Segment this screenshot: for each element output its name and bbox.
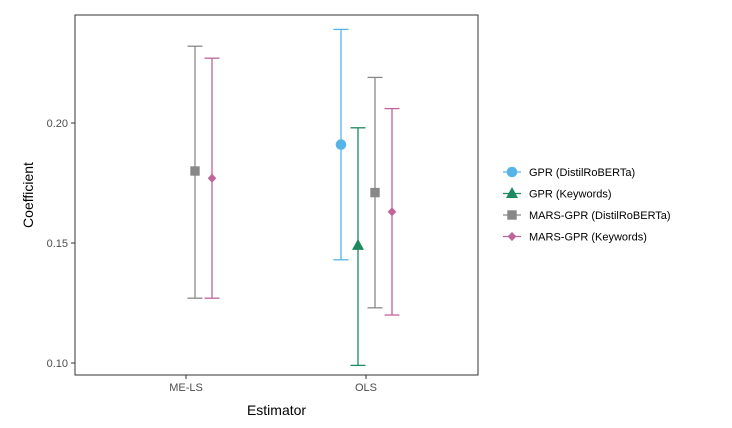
chart-marks [187, 28, 400, 367]
legend-marker [506, 166, 518, 178]
legend-item: GPR (DistilRoBERTa) [503, 166, 635, 179]
legend-label: GPR (DistilRoBERTa) [529, 167, 635, 179]
legend-label: MARS-GPR (DistilRoBERTa) [529, 210, 671, 222]
legend: GPR (DistilRoBERTa) GPR (Keywords) MARS-GP… [503, 166, 671, 244]
legend-item: MARS-GPR (DistilRoBERTa) [503, 210, 671, 222]
y-axis: 0.10 0.15 0.20 [47, 118, 75, 370]
error-bar-group [333, 28, 349, 261]
error-bar-group [350, 127, 366, 367]
legend-item: MARS-GPR (Keywords) [503, 232, 647, 244]
error-bar-group [384, 107, 400, 316]
plot-panel [74, 14, 479, 376]
legend-label: GPR (Keywords) [529, 189, 612, 201]
x-tick-label: OLS [355, 382, 377, 394]
point-estimate [207, 173, 217, 183]
point-estimate [352, 238, 364, 250]
legend-item: GPR (Keywords) [503, 187, 612, 201]
point-estimate [387, 207, 397, 217]
y-tick-label: 0.15 [47, 238, 68, 250]
legend-marker [506, 187, 518, 198]
error-bar-group [367, 76, 383, 309]
x-tick-label: ME-LS [169, 382, 203, 394]
y-tick-label: 0.20 [47, 118, 68, 130]
point-estimate [335, 139, 347, 150]
error-bar-group [204, 57, 220, 299]
x-axis-title: Estimator [247, 402, 306, 418]
x-axis: ME-LS OLS [169, 375, 377, 394]
error-bar-group [187, 45, 203, 299]
legend-marker [507, 231, 517, 242]
y-axis-title: Coefficient [20, 162, 36, 228]
point-estimate [370, 187, 380, 198]
point-estimate [190, 166, 200, 176]
y-tick-label: 0.10 [47, 358, 68, 370]
legend-label: MARS-GPR (Keywords) [529, 232, 647, 244]
legend-marker [507, 210, 517, 220]
